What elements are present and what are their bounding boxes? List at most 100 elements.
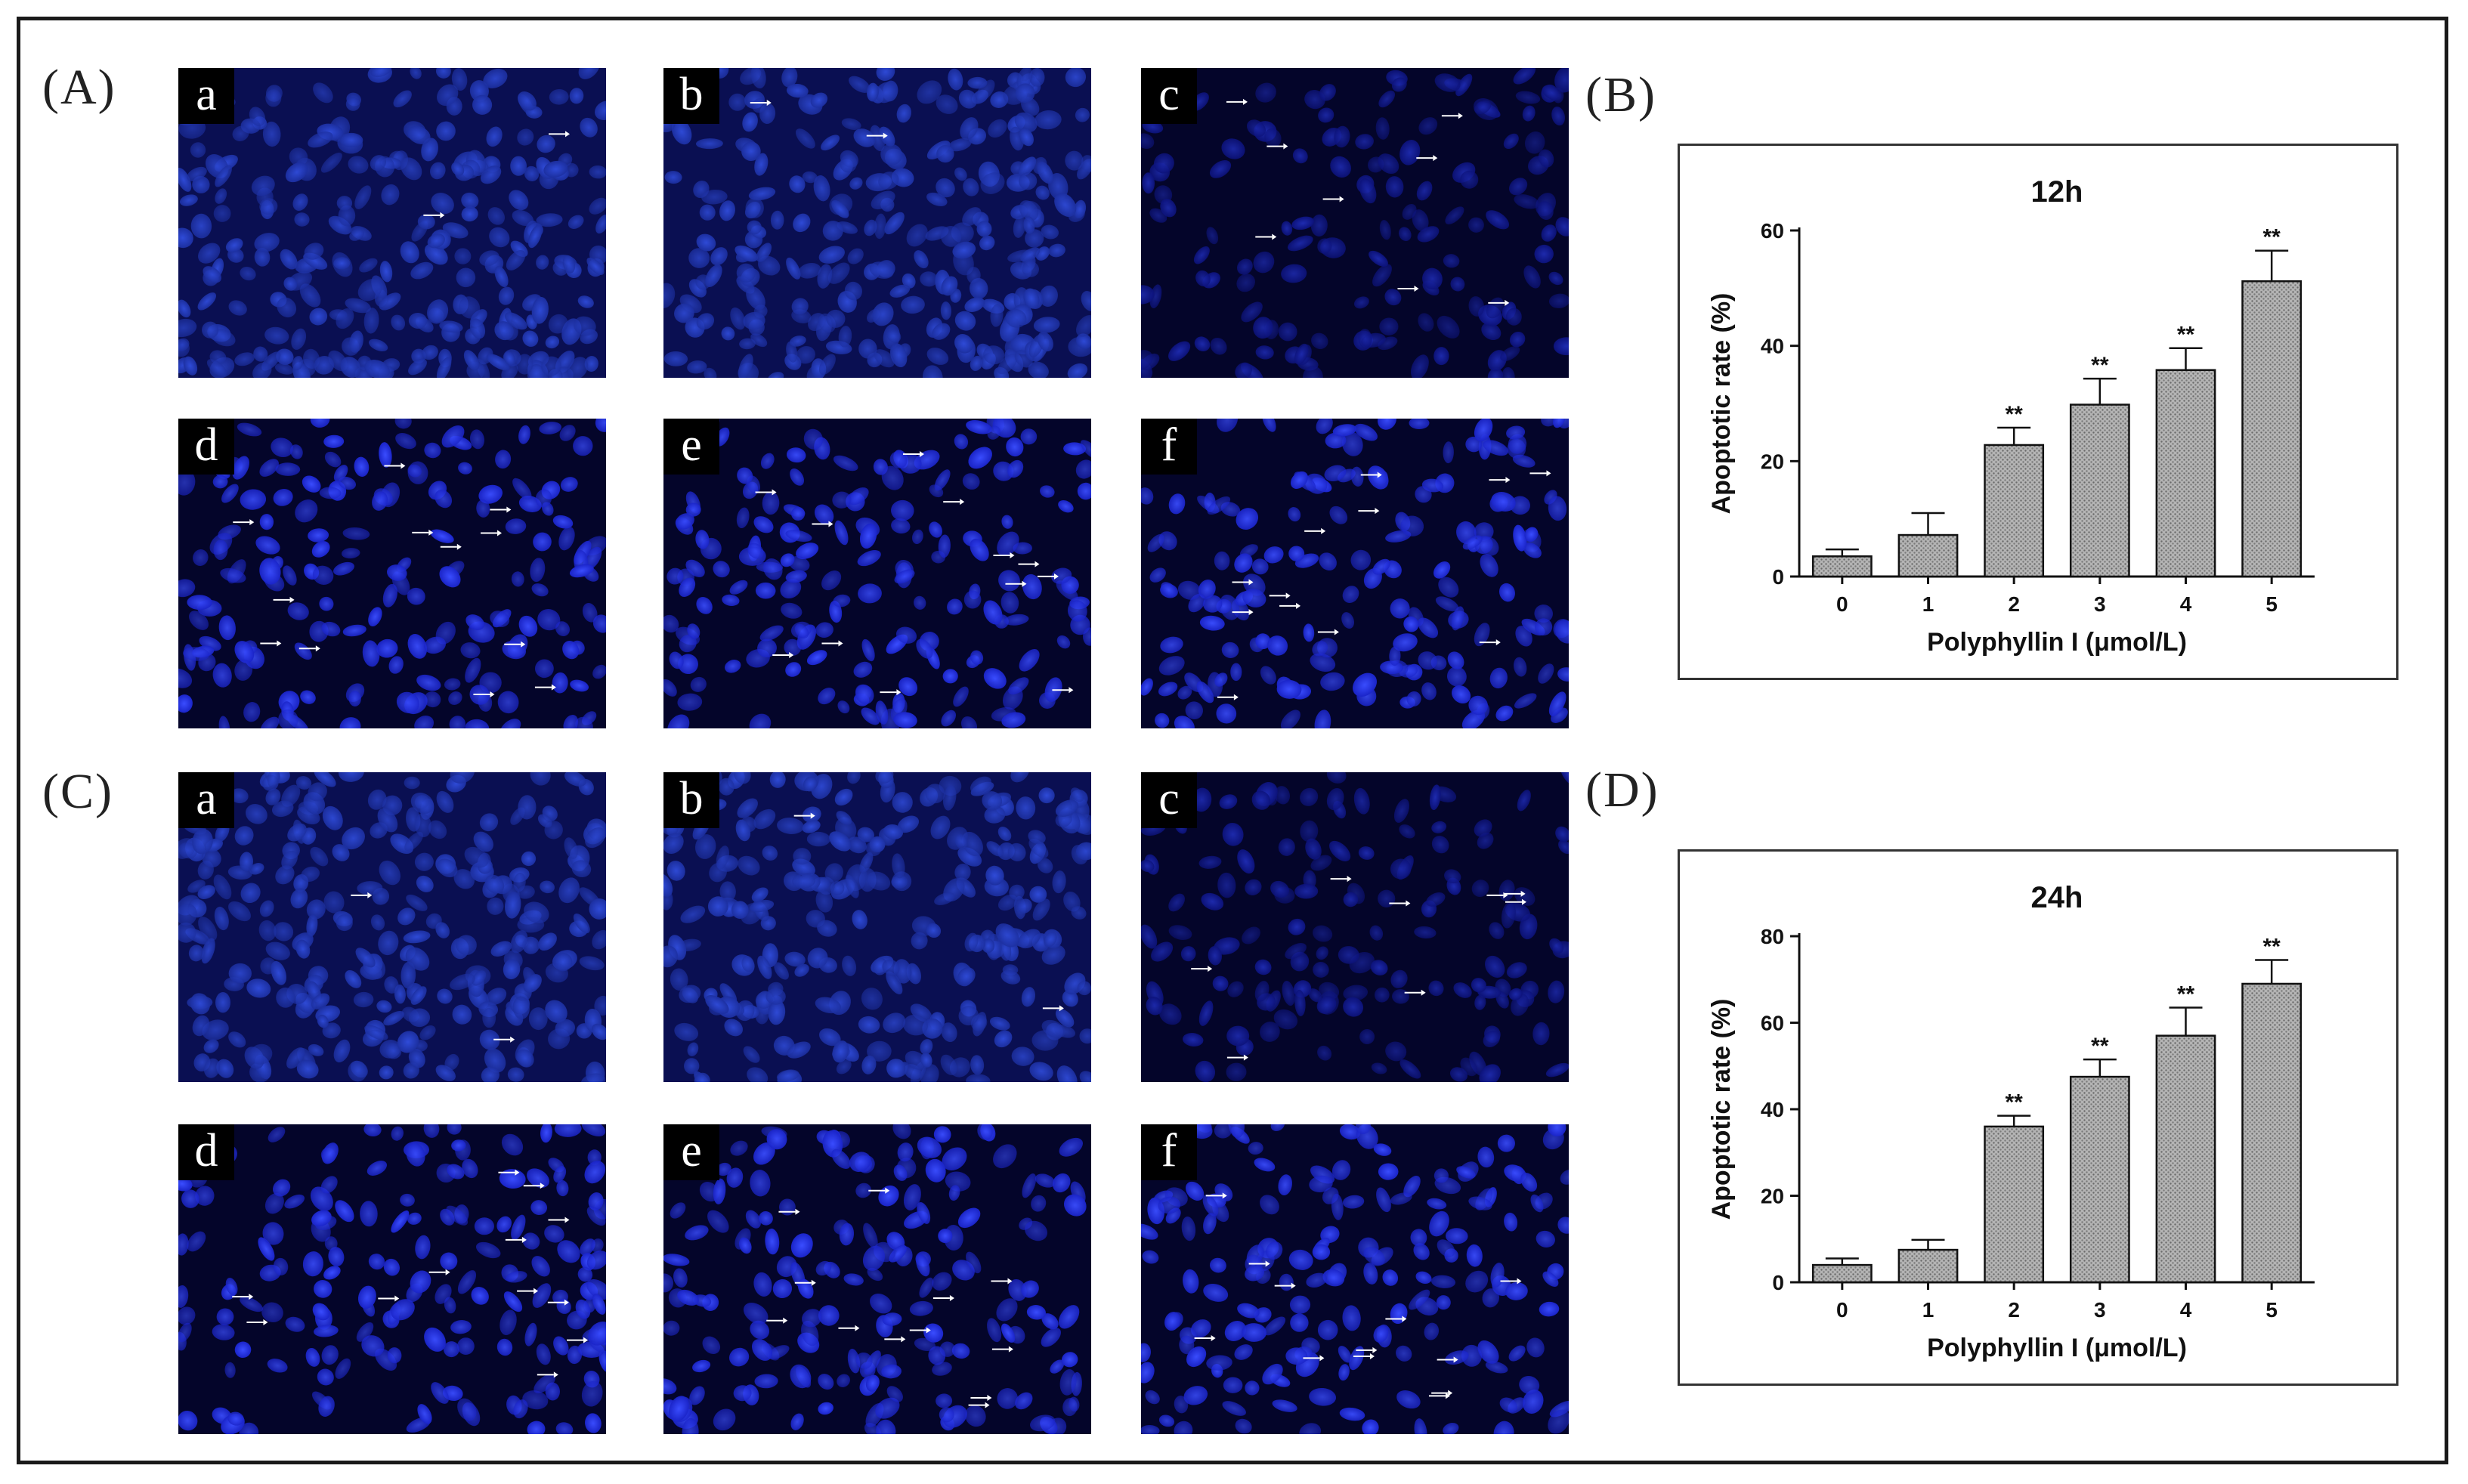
apoptosis-arrows bbox=[423, 131, 571, 218]
chart-title: 24h bbox=[2031, 881, 2083, 914]
bar bbox=[2069, 403, 2130, 578]
significance-label: ** bbox=[2005, 402, 2023, 427]
chart-24h: 24h 0 20 40 60 80 0 1 2 ** 3 ** 4 ** 5 ** Polyphyllin I … bbox=[1680, 852, 2396, 1384]
x-tick-label: 3 bbox=[2094, 592, 2106, 616]
cell-nuclei bbox=[1141, 772, 1569, 1082]
micrograph-sublabel: b bbox=[663, 772, 719, 828]
y-tick-label: 20 bbox=[1761, 450, 1784, 473]
bar bbox=[2069, 1075, 2130, 1284]
micrograph-c-a: a bbox=[178, 772, 606, 1082]
bar bbox=[1811, 555, 1873, 578]
micrograph-sublabel: c bbox=[1141, 772, 1197, 828]
cell-nuclei bbox=[1141, 68, 1569, 378]
x-tick-label: 0 bbox=[1836, 592, 1848, 616]
x-tick-label: 5 bbox=[2265, 592, 2278, 616]
significance-label: ** bbox=[2091, 353, 2109, 378]
panel-label-b: (B) bbox=[1585, 67, 1656, 122]
micrograph-a-c: c bbox=[1141, 68, 1569, 378]
panel-label-d: (D) bbox=[1585, 762, 1659, 818]
micrograph-a-d: d bbox=[178, 419, 606, 728]
x-tick-label: 4 bbox=[2180, 1298, 2192, 1322]
x-tick-label: 3 bbox=[2094, 1298, 2106, 1322]
micrograph-c-d: d bbox=[178, 1124, 606, 1434]
cell-nuclei bbox=[178, 1124, 606, 1434]
apoptosis-arrows bbox=[1191, 876, 1526, 1061]
micrograph-sublabel: c bbox=[1141, 68, 1197, 124]
y-tick-label: 60 bbox=[1761, 219, 1784, 243]
apoptosis-arrows bbox=[766, 1187, 1013, 1408]
x-tick-label: 2 bbox=[2008, 592, 2020, 616]
chart-24h-box: 24h 0 20 40 60 80 0 1 2 ** 3 ** 4 ** 5 ** Polyphyllin I … bbox=[1678, 849, 2398, 1386]
micrograph-sublabel: b bbox=[663, 68, 719, 124]
chart-12h: 12h 0 20 40 60 0 1 2 ** 3 ** 4 ** 5 ** Polyphyllin I (μ… bbox=[1680, 146, 2396, 678]
y-tick-label: 0 bbox=[1772, 1271, 1784, 1294]
x-tick-label: 4 bbox=[2180, 592, 2192, 616]
x-axis-label: Polyphyllin I (μmol/L) bbox=[1927, 1334, 2187, 1362]
apoptosis-arrows bbox=[232, 1169, 589, 1378]
bar bbox=[2155, 369, 2216, 578]
chart-title: 12h bbox=[2031, 175, 2083, 209]
significance-label: ** bbox=[2005, 1090, 2023, 1115]
micrograph-sublabel: d bbox=[178, 1124, 234, 1180]
apoptosis-arrows bbox=[793, 812, 1064, 1012]
y-tick-label: 40 bbox=[1761, 335, 1784, 358]
y-tick-label: 20 bbox=[1761, 1185, 1784, 1208]
micrograph-sublabel: a bbox=[178, 772, 234, 828]
micrograph-c-f: f bbox=[1141, 1124, 1569, 1434]
micrograph-sublabel: f bbox=[1141, 1124, 1197, 1180]
micrograph-c-b: b bbox=[663, 772, 1091, 1082]
panel-label-c: (C) bbox=[42, 764, 113, 819]
apoptosis-arrows bbox=[755, 451, 1074, 696]
apoptosis-arrows bbox=[1194, 1192, 1522, 1399]
bar bbox=[1811, 1263, 1873, 1284]
bar bbox=[1897, 533, 1959, 578]
micrograph-sublabel: d bbox=[178, 419, 234, 475]
apoptosis-arrows bbox=[233, 462, 556, 698]
y-tick-label: 0 bbox=[1772, 565, 1784, 589]
micrograph-sublabel: e bbox=[663, 419, 719, 475]
bar bbox=[1897, 1248, 1959, 1284]
x-tick-label: 1 bbox=[1922, 592, 1935, 616]
apoptosis-arrows bbox=[351, 892, 515, 1043]
y-tick-label: 40 bbox=[1761, 1098, 1784, 1121]
bar bbox=[1984, 444, 2045, 578]
significance-label: ** bbox=[2091, 1034, 2109, 1059]
micrograph-a-f: f bbox=[1141, 419, 1569, 728]
chart-12h-svg: 12h 0 20 40 60 0 1 2 ** 3 ** 4 ** 5 ** Polyphyllin I (μ… bbox=[1707, 175, 2315, 657]
bar bbox=[2241, 982, 2303, 1284]
cell-nuclei bbox=[178, 419, 606, 728]
bar bbox=[1984, 1125, 2045, 1284]
bar bbox=[2155, 1034, 2216, 1284]
significance-label: ** bbox=[2177, 323, 2195, 348]
micrograph-sublabel: f bbox=[1141, 419, 1197, 475]
micrograph-c-c: c bbox=[1141, 772, 1569, 1082]
significance-label: ** bbox=[2177, 982, 2195, 1006]
y-axis-label: Apoptotic rate (%) bbox=[1707, 293, 1736, 515]
x-tick-label: 0 bbox=[1836, 1298, 1848, 1322]
micrograph-a-a: a bbox=[178, 68, 606, 378]
micrograph-a-b: b bbox=[663, 68, 1091, 378]
micrograph-sublabel: e bbox=[663, 1124, 719, 1180]
apoptosis-arrows bbox=[750, 99, 888, 139]
y-axis-label: Apoptotic rate (%) bbox=[1707, 999, 1736, 1220]
figure-frame bbox=[17, 17, 2448, 1464]
chart-24h-svg: 24h 0 20 40 60 80 0 1 2 ** 3 ** 4 ** 5 ** Polyphyllin I … bbox=[1707, 881, 2315, 1362]
significance-label: ** bbox=[2262, 934, 2281, 959]
apoptosis-arrows bbox=[1226, 98, 1510, 306]
bar bbox=[2241, 280, 2303, 578]
y-tick-label: 60 bbox=[1761, 1012, 1784, 1035]
micrograph-a-e: e bbox=[663, 419, 1091, 728]
y-tick-label: 80 bbox=[1761, 925, 1784, 948]
x-axis-label: Polyphyllin I (μmol/L) bbox=[1927, 628, 2187, 657]
micrograph-sublabel: a bbox=[178, 68, 234, 124]
panel-label-a: (A) bbox=[42, 60, 116, 115]
cell-nuclei bbox=[663, 772, 1091, 1082]
significance-label: ** bbox=[2262, 225, 2281, 250]
apoptosis-arrows bbox=[1217, 470, 1551, 700]
x-tick-label: 5 bbox=[2265, 1298, 2278, 1322]
chart-12h-box: 12h 0 20 40 60 0 1 2 ** 3 ** 4 ** 5 ** Polyphyllin I (μ… bbox=[1678, 144, 2398, 680]
cell-nuclei bbox=[663, 68, 1091, 378]
cell-nuclei bbox=[663, 1124, 1087, 1434]
micrograph-c-e: e bbox=[663, 1124, 1091, 1434]
x-tick-label: 1 bbox=[1922, 1298, 1935, 1322]
